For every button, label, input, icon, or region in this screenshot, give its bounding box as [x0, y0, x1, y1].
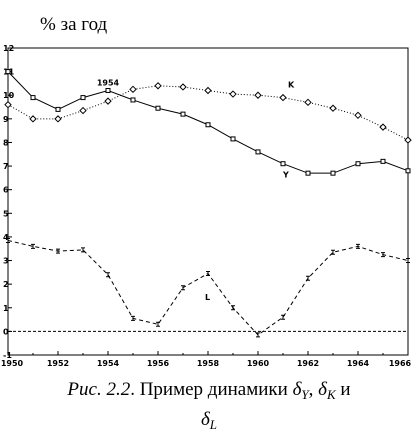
annotation: 1954: [97, 79, 120, 88]
y-tick-label: 6: [3, 186, 9, 195]
caption-run: δ: [201, 409, 211, 430]
marker: [406, 258, 410, 264]
y-tick-label: 8: [3, 138, 9, 147]
caption-run: L: [209, 417, 217, 432]
marker: [4, 100, 12, 109]
caption-run: K: [326, 387, 337, 402]
marker: [355, 161, 361, 167]
marker: [254, 91, 262, 99]
y-tick-label: 2: [3, 280, 9, 289]
y-tick-label: -1: [3, 351, 12, 360]
marker: [381, 252, 385, 258]
marker: [280, 161, 286, 167]
marker: [179, 83, 187, 91]
y-tick-label: 9: [3, 115, 9, 124]
marker: [106, 272, 110, 278]
x-tick-label: 1950: [1, 359, 24, 368]
x-tick-label: 1966: [389, 359, 412, 368]
x-tick-label: 1958: [197, 359, 220, 368]
marker: [379, 123, 387, 131]
caption-run: и: [336, 379, 351, 400]
marker: [229, 90, 237, 98]
caption-run: δ: [318, 379, 328, 400]
marker: [81, 247, 85, 253]
series-label: L: [205, 293, 210, 302]
marker: [354, 111, 362, 120]
marker: [31, 243, 35, 249]
series-line: [7, 239, 409, 336]
marker: [129, 85, 137, 94]
caption-line: δL: [201, 409, 217, 432]
marker: [356, 243, 360, 249]
y-tick-label: 7: [3, 162, 9, 171]
y-tick-label: 12: [3, 44, 14, 53]
x-tick-label: 1964: [347, 359, 370, 368]
marker: [131, 315, 135, 321]
marker: [206, 271, 210, 277]
marker: [55, 106, 61, 112]
caption-run: . Пример динамики: [130, 379, 292, 400]
marker: [330, 170, 336, 176]
y-tick-label: 3: [3, 257, 9, 266]
marker: [29, 115, 37, 123]
marker: [156, 321, 160, 327]
marker: [104, 97, 112, 105]
y-tick-label: 10: [3, 91, 15, 100]
marker: [231, 305, 235, 311]
marker: [405, 168, 411, 174]
marker: [5, 69, 11, 75]
x-tick-label: 1954: [97, 359, 120, 368]
marker: [56, 248, 60, 254]
marker: [204, 86, 212, 95]
caption-run: δ: [293, 379, 303, 400]
marker: [279, 93, 287, 102]
series-label: Y: [282, 171, 289, 180]
marker: [329, 104, 337, 112]
marker: [404, 136, 412, 144]
marker: [281, 314, 285, 320]
marker: [304, 98, 312, 107]
series-label: K: [288, 81, 295, 90]
marker: [380, 158, 386, 164]
marker: [54, 115, 62, 123]
chart-title: % за год: [40, 14, 108, 35]
marker: [130, 97, 136, 103]
y-tick-label: 4: [3, 233, 9, 242]
series-line: [7, 85, 409, 141]
marker: [80, 95, 86, 101]
y-tick-label: 1: [3, 304, 9, 313]
marker: [256, 332, 260, 338]
caption-run: Рис. 2.2: [66, 379, 130, 400]
x-tick-label: 1960: [247, 359, 270, 368]
marker: [154, 82, 162, 90]
marker: [30, 95, 36, 101]
marker: [79, 106, 87, 115]
marker: [306, 275, 310, 281]
y-tick-label: 0: [3, 327, 9, 336]
x-tick-label: 1952: [47, 359, 69, 368]
marker: [305, 170, 311, 176]
x-tick-label: 1956: [147, 359, 170, 368]
y-tick-label: 5: [3, 209, 9, 218]
marker: [230, 136, 236, 142]
marker: [255, 149, 261, 155]
caption-run: ,: [309, 379, 319, 400]
marker: [331, 249, 335, 255]
marker: [6, 237, 10, 243]
marker: [155, 105, 161, 111]
marker: [205, 122, 211, 128]
marker: [180, 111, 186, 117]
marker: [181, 285, 185, 291]
caption-line: Рис. 2.2. Пример динамики δY, δK и: [66, 379, 350, 402]
x-tick-label: 1962: [297, 359, 319, 368]
caption-run: Y: [301, 387, 310, 402]
marker: [105, 88, 111, 94]
